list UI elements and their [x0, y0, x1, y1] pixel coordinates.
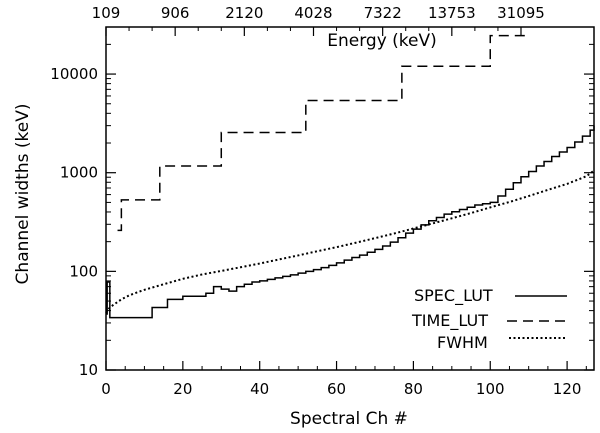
ticks-layer: 0 20 40 60 80 100 120 109 906 2120 4028 7322 13753 31…	[50, 4, 594, 398]
plot-frame	[105, 26, 595, 371]
x-tick-label-3: 60	[327, 380, 346, 398]
x-tick-label-6: 120	[553, 380, 582, 398]
x2-tick-label-4: 7322	[364, 4, 402, 22]
x2-tick-label-5: 13753	[428, 4, 476, 22]
y-axis-label: Channel widths (keV)	[13, 104, 33, 285]
y-tick-label-2: 1000	[60, 164, 98, 182]
x2-tick-label-2: 2120	[225, 4, 263, 22]
plot-area	[105, 26, 595, 371]
series-line-time-lut	[117, 34, 529, 232]
y-tick-label-3: 10000	[50, 65, 98, 83]
x2-tick-label-3: 4028	[294, 4, 332, 22]
x-tick-label-4: 80	[404, 380, 423, 398]
legend: SPEC_LUT TIME_LUT FWHM	[411, 286, 567, 352]
x-axis-label: Spectral Ch #	[290, 409, 408, 429]
y-tick-label-0: 10	[79, 361, 98, 379]
legend-label-spec-lut: SPEC_LUT	[414, 286, 493, 306]
series-line-fwhm	[105, 169, 595, 314]
x-tick-label-0: 0	[101, 380, 111, 398]
x-tick-label-5: 100	[476, 380, 505, 398]
x2-tick-label-6: 31095	[497, 4, 545, 22]
series-layer	[105, 34, 595, 319]
legend-label-fwhm: FWHM	[437, 333, 488, 352]
x2-tick-label-1: 906	[161, 4, 190, 22]
series-line-spec-lut	[106, 125, 595, 319]
x2-axis-label: Energy (keV)	[327, 31, 437, 51]
x-tick-label-2: 40	[250, 380, 269, 398]
y-tick-label-1: 100	[69, 262, 98, 280]
legend-label-time-lut: TIME_LUT	[411, 311, 488, 331]
x2-tick-label-0: 109	[92, 4, 121, 22]
x-tick-label-1: 20	[173, 380, 192, 398]
